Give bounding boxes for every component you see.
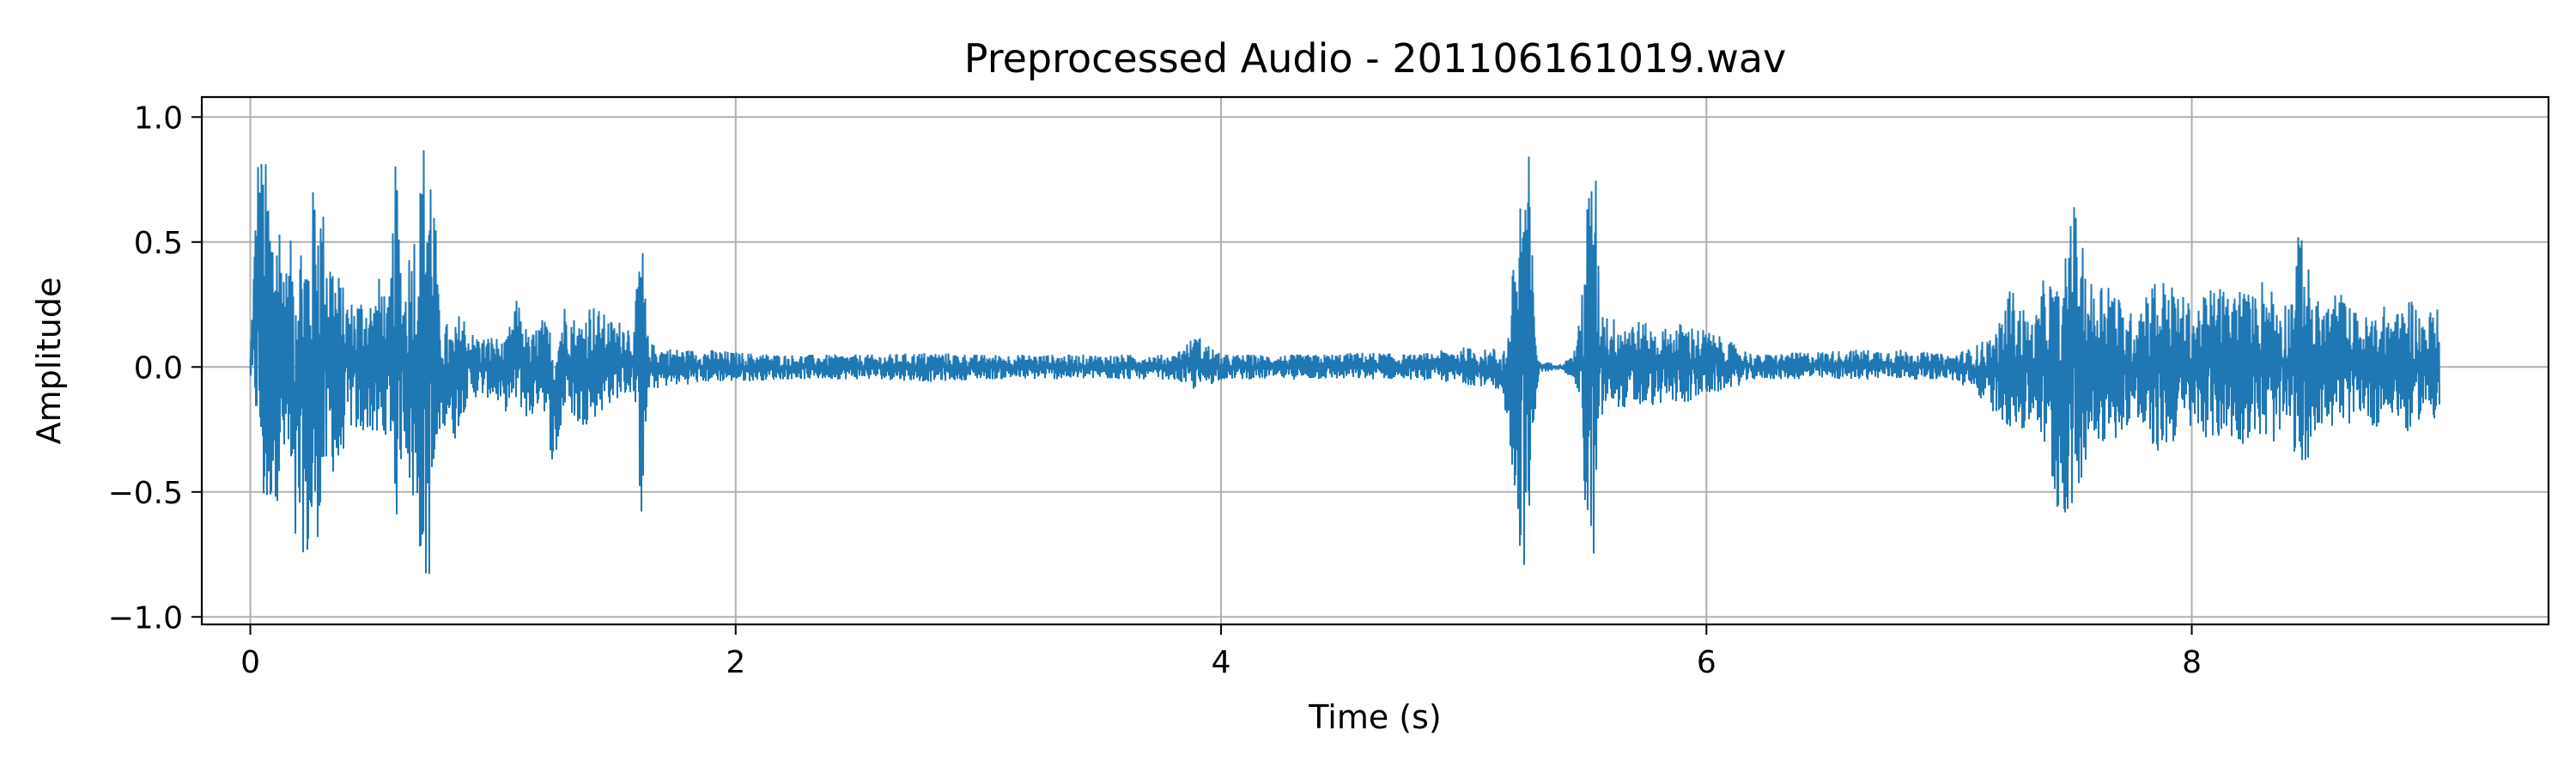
x-axis-label: Time (s)	[1308, 698, 1442, 736]
y-tick-label: 1.0	[134, 100, 183, 136]
x-tick-label: 8	[2182, 645, 2202, 680]
y-tick-label: −0.5	[108, 476, 183, 511]
chart-title: Preprocessed Audio - 201106161019.wav	[964, 35, 1786, 82]
axis-ticks: 0 2 4 6 8 1.0 0.5 0.0 −0.5 −1.0	[108, 100, 2202, 680]
plot-area	[249, 149, 2440, 575]
axes-frame	[200, 95, 2550, 626]
y-tick-label: 0.0	[134, 350, 183, 386]
y-tick-label: 0.5	[134, 226, 183, 261]
x-tick-label: 2	[726, 645, 745, 680]
x-tick-label: 4	[1212, 645, 1231, 680]
x-tick-label: 0	[240, 645, 260, 680]
y-axis-label: Amplitude	[30, 277, 68, 445]
waveform-series	[249, 149, 2440, 575]
x-tick-label: 6	[1697, 645, 1716, 680]
y-tick-label: −1.0	[108, 600, 183, 636]
